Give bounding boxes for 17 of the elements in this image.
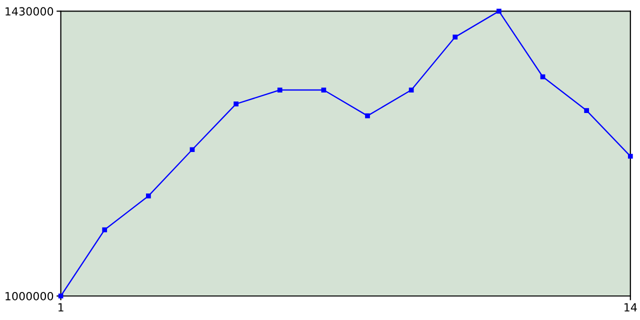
y-tick-label: 1430000 (6, 7, 54, 16)
point (408, 88, 414, 92)
point (190, 147, 195, 152)
x-tick-label: 14 (624, 303, 637, 312)
point (540, 74, 546, 80)
point (452, 34, 458, 40)
point (146, 194, 151, 198)
point (277, 88, 282, 92)
point (321, 88, 326, 92)
y-tick-label: 1000000 (6, 292, 54, 300)
point (628, 154, 633, 159)
point (102, 227, 108, 232)
point (584, 108, 590, 113)
point (496, 8, 502, 14)
point (234, 101, 238, 106)
point (365, 113, 370, 118)
x-tick-label: 1 (58, 303, 64, 312)
